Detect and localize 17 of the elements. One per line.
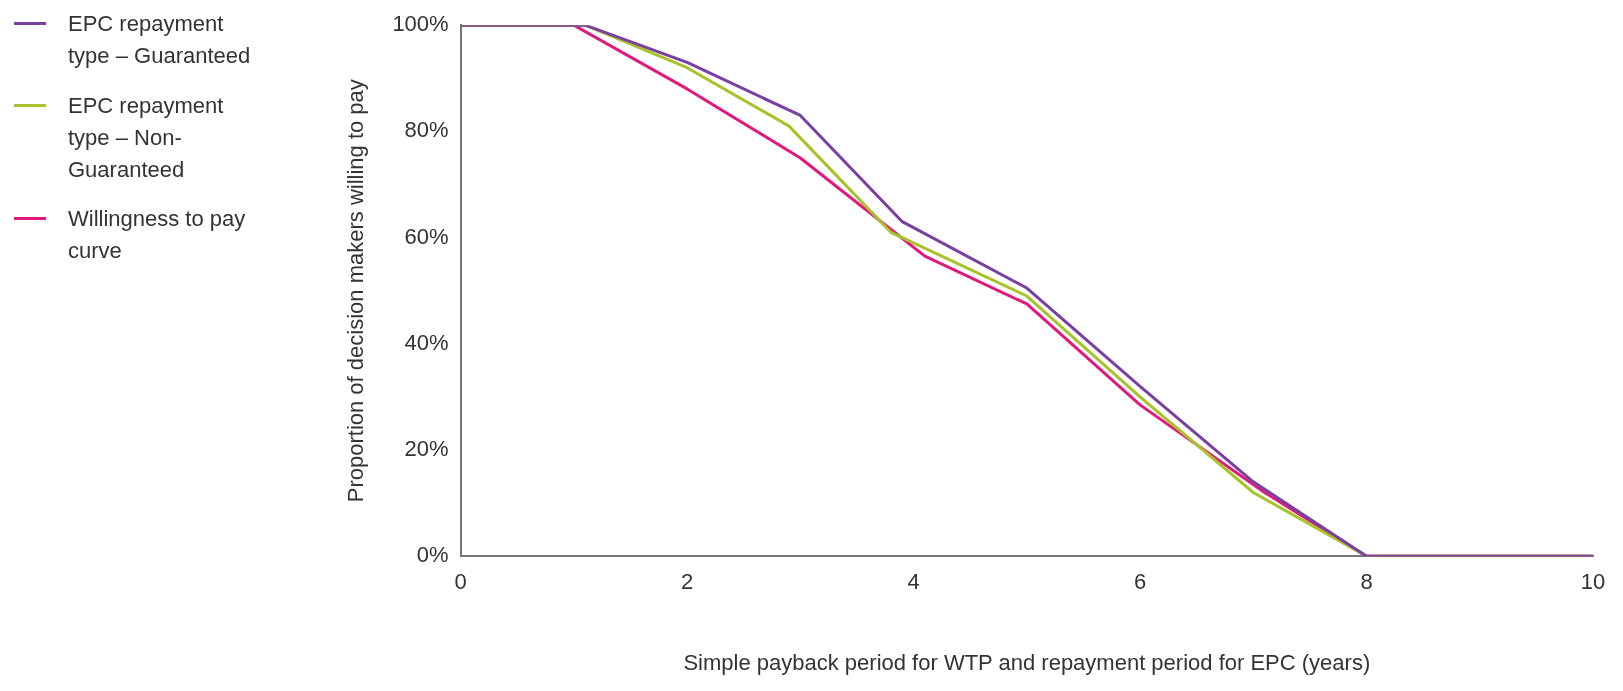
y-axis-title: Proportion of decision makers willing to pay	[343, 79, 369, 503]
legend-label: EPC repayment type – Non-Guaranteed	[68, 91, 225, 184]
x-tick-label: 2	[681, 569, 694, 595]
legend-label: EPC repayment type – Guaranteed	[68, 10, 252, 70]
legend-label: Willingness to pay curve	[68, 205, 247, 266]
x-axis-title: Simple payback period for WTP and repayment period for EPC (years)	[683, 649, 1371, 675]
y-tick-label: 40%	[404, 329, 449, 355]
y-tick-label: 20%	[404, 436, 449, 462]
y-tick-label: 100%	[392, 11, 449, 37]
x-tick-label: 6	[1133, 569, 1147, 595]
x-tick-label: 10	[1580, 569, 1606, 595]
x-tick-label: 8	[1360, 569, 1373, 595]
x-tick-label: 4	[907, 569, 920, 595]
y-tick-label: 80%	[404, 117, 449, 143]
x-tick-label: 0	[454, 569, 467, 595]
y-tick-label: 0%	[416, 542, 449, 568]
y-tick-label: 60%	[404, 223, 449, 249]
